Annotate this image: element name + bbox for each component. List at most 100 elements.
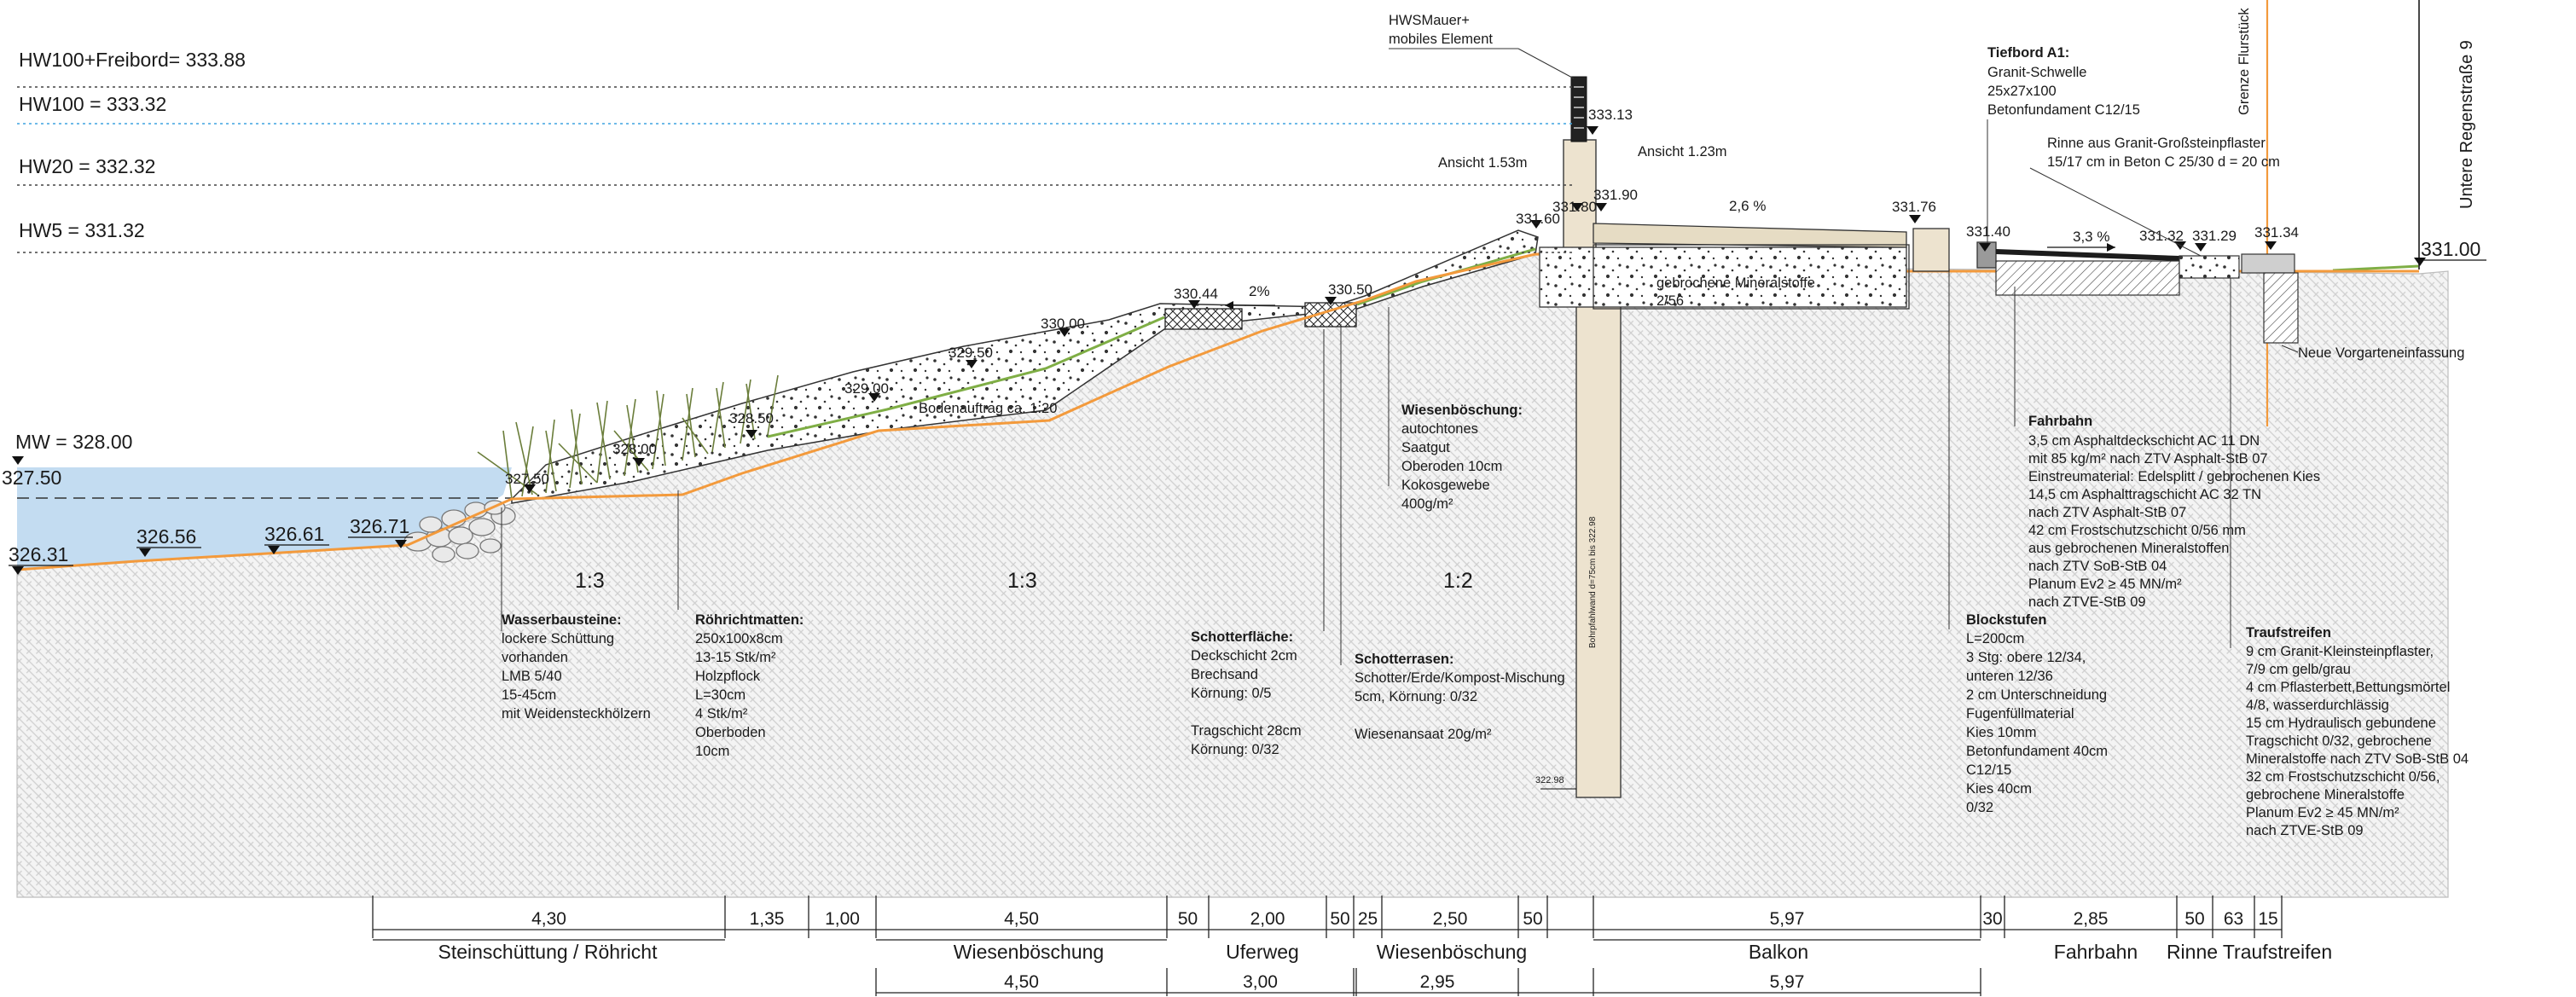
elev-330-50: 330.50 <box>1328 281 1372 298</box>
reed-vegetation <box>477 374 779 500</box>
wasser-text: lockere Schüttung vorhanden LMB 5/40 15-45c… <box>502 631 651 722</box>
trauf-line: 15 cm Hydraulisch gebundene <box>2246 716 2436 731</box>
elev-333-13: 333.13 <box>1588 107 1633 123</box>
hw100-freibord-label: HW100+Freibord= 333.88 <box>19 49 246 71</box>
elev-327-50-left: 327.50 <box>2 467 61 489</box>
wasser-line: vorhanden <box>502 650 568 665</box>
street-label: Untere Regenstraße 9 <box>2457 40 2476 209</box>
water-body <box>17 467 512 570</box>
trauf-title: Traufstreifen <box>2246 625 2331 641</box>
wasser-line: lockere Schüttung <box>502 631 614 646</box>
schotterfl-line: Brechsand <box>1191 667 1258 682</box>
dim-bottom-value: 5,97 <box>1770 972 1805 992</box>
hw100-label: HW100 = 333.32 <box>19 93 166 115</box>
traufstreifen <box>2241 253 2295 274</box>
block-line: Kies 40cm <box>1966 781 2032 797</box>
elev-322-98: 322.98 <box>1535 775 1564 785</box>
mobile-element-ticks <box>1574 86 1584 129</box>
section-label: Wiesenböschung <box>954 941 1104 963</box>
grass-line <box>767 247 2420 438</box>
balkon-base <box>1539 246 1907 308</box>
elevation-markers: 327.50 327.50 326.31 326.56 326.61 326.7… <box>2 107 2486 790</box>
vorgarten-edge <box>2263 272 2299 344</box>
schotterr-line: Wiesenansaat 20g/m² <box>1355 727 1492 742</box>
schotterr-title: Schotterrasen: <box>1355 652 1453 667</box>
trauf-text: 9 cm Granit-Kleinsteinpflaster, 7/9 cm ge… <box>2246 644 2469 838</box>
path-crosshatch-left <box>1164 308 1243 330</box>
block-line: Fugenfüllmaterial <box>1966 706 2074 722</box>
wasser-line: mit Weidensteckhölzern <box>502 706 651 722</box>
elev-328-50: 328.50 <box>729 410 774 426</box>
wiesenb-line: Kokosgewebe <box>1401 478 1490 493</box>
block-line: 3 Stg: obere 12/34, <box>1966 650 2086 665</box>
roehricht-line: Holzpflock <box>695 669 761 684</box>
fahrbahn-text: 3,5 cm Asphaltdeckschicht AC 11 DN mit 85… <box>2028 433 2320 610</box>
section-label: Wiesenböschung <box>1377 941 1527 963</box>
dim-bottom-value: 4,50 <box>1004 972 1039 992</box>
dim-top-value: 4,50 <box>1004 909 1039 929</box>
rinne <box>2179 255 2240 279</box>
ansicht-right: Ansicht 1.23m <box>1638 144 1727 159</box>
schotterfl-line: Deckschicht 2cm <box>1191 648 1297 664</box>
fahrbahn-line: 42 cm Frostschutzschicht 0/56 mm <box>2028 523 2246 538</box>
fahrbahn-title: Fahrbahn <box>2028 414 2092 429</box>
dim-top-value: 50 <box>1330 909 1349 929</box>
elev-331-00: 331.00 <box>2421 238 2480 260</box>
slope-3-3-percent: 3,3 % <box>2073 229 2109 245</box>
fahrbahn-line: nach ZTV Asphalt-StB 07 <box>2028 505 2186 520</box>
trauf-line: Planum Ev2 ≥ 45 MN/m² <box>2246 805 2399 820</box>
wiesenb-line: autochtones <box>1401 421 1478 437</box>
block-line: 2 cm Unterschneidung <box>1966 687 2107 703</box>
trauf-line: 32 cm Frostschutzschicht 0/56, <box>2246 769 2440 785</box>
dim-top-value: 2,00 <box>1250 909 1285 929</box>
elev-331-90: 331.90 <box>1593 187 1638 203</box>
dim-top-value: 50 <box>2184 909 2204 929</box>
road-asphalt <box>1996 249 2179 261</box>
section-label: Rinne <box>2167 941 2218 963</box>
schotterfl-line: Körnung: 0/5 <box>1191 686 1272 701</box>
fahrbahn-line: aus gebrochenen Mineralstoffen <box>2028 541 2229 556</box>
tiefbord-line: 25x27x100 <box>1987 84 2057 99</box>
section-label: Uferweg <box>1226 941 1299 963</box>
road-base <box>1995 260 2180 296</box>
elev-331-80: 331.80 <box>1552 199 1597 215</box>
trauf-line: 7/9 cm gelb/grau <box>2246 662 2351 677</box>
schotterfl-line: Tragschicht 28cm <box>1191 723 1302 739</box>
schotterr-line: Schotter/Erde/Kompost-Mischung <box>1355 670 1565 686</box>
slope-2-percent: 2% <box>1249 283 1270 299</box>
roehricht-text: 250x100x8cm 13-15 Stk/m² Holzpflock L=30cm 4… <box>695 631 783 759</box>
wiesenb-line: Saatgut <box>1401 440 1450 455</box>
schotterfl-text: Deckschicht 2cm Brechsand Körnung: 0/5 Trag… <box>1191 648 1302 757</box>
tiefbord-title: Tiefbord A1: <box>1987 45 2069 61</box>
block-line: 0/32 <box>1966 800 1993 815</box>
elev-326-71: 326.71 <box>350 515 409 537</box>
elev-331-60: 331.60 <box>1516 211 1560 227</box>
elev-331-29: 331.29 <box>2192 228 2237 244</box>
wiesenb-text: autochtones Saatgut Oberoden 10cm Kokosgewe… <box>1401 421 1502 512</box>
hws-label-1: HWSMauer+ <box>1389 13 1470 28</box>
elev-331-76: 331.76 <box>1892 199 1936 215</box>
elev-326-31: 326.31 <box>9 543 68 565</box>
dim-top-value: 15 <box>2258 909 2277 929</box>
trauf-line: gebrochene Mineralstoffe <box>2246 787 2405 803</box>
mw-label: MW = 328.00 <box>15 431 132 453</box>
roehricht-line: 4 Stk/m² <box>695 706 748 722</box>
section-label: Traufstreifen <box>2223 941 2332 963</box>
pile-label: Bohrpfahlwand d=75cm bis 322.98 <box>1588 516 1598 648</box>
vorgarten-label: Neue Vorgarteneinfassung <box>2298 345 2464 361</box>
fahrbahn-line: nach ZTV SoB-StB 04 <box>2028 559 2167 574</box>
dim-top-value: 1,35 <box>750 909 785 929</box>
trauf-line: 4 cm Pflasterbett,Bettungsmörtel <box>2246 680 2450 695</box>
hw5-label: HW5 = 331.32 <box>19 219 145 241</box>
grenze-label: Grenze Flurstück <box>2237 8 2252 115</box>
wasser-line: LMB 5/40 <box>502 669 562 684</box>
dim-bottom-value: 2,95 <box>1420 972 1455 992</box>
fahrbahn-line: Planum Ev2 ≥ 45 MN/m² <box>2028 577 2182 592</box>
block-line: unteren 12/36 <box>1966 669 2053 684</box>
gebrochene-size: 2/56 <box>1656 293 1684 309</box>
fahrbahn-line: 14,5 cm Asphalttragschicht AC 32 TN <box>2028 487 2261 502</box>
dim-bottom-value: 3,00 <box>1243 972 1278 992</box>
dimension-row-top: 4,30 1,35 1,00 4,50 50 2,00 50 25 2,50 50 5,97 30 2,… <box>372 896 2283 938</box>
block-text: L=200cm 3 Stg: obere 12/34, unteren 12/36 2… <box>1966 631 2108 815</box>
